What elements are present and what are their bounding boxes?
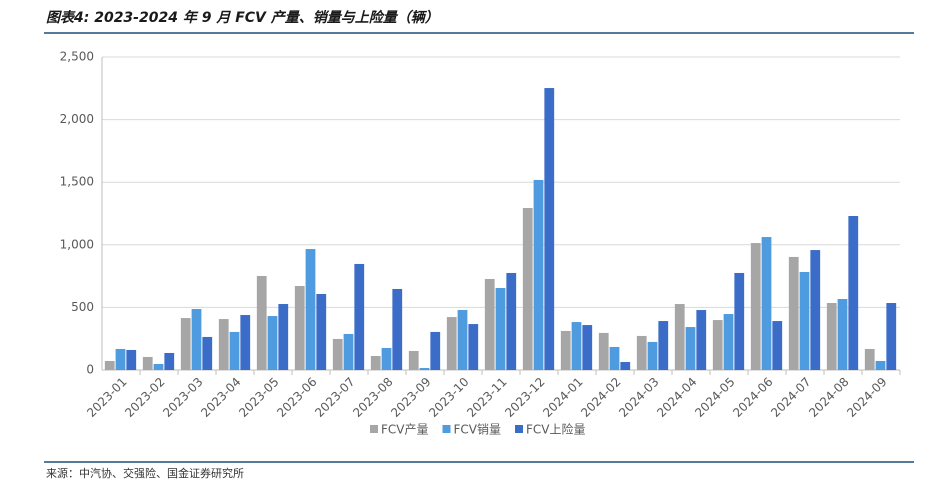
bar [647, 341, 658, 370]
bar [153, 363, 164, 370]
x-tick-label: 2023-05 [236, 375, 281, 420]
x-tick-label: 2023-07 [312, 375, 357, 420]
bar [430, 331, 441, 370]
bar [544, 88, 555, 371]
bar [848, 216, 859, 370]
x-tick-label: 2024-01 [540, 375, 585, 420]
bar [750, 243, 761, 370]
bar [533, 179, 544, 370]
bar [191, 309, 202, 370]
x-tick-label: 2024-03 [616, 375, 661, 420]
legend-swatch [515, 425, 523, 433]
bar [734, 272, 745, 370]
bar [278, 304, 289, 370]
bar [674, 304, 685, 370]
bar [620, 361, 631, 370]
bar [142, 356, 153, 370]
x-tick-label: 2023-11 [464, 375, 509, 420]
x-tick-label: 2023-04 [198, 375, 243, 420]
bar [799, 271, 810, 370]
bar [408, 350, 419, 370]
bar [685, 327, 696, 370]
bar [164, 352, 175, 370]
bar [267, 316, 278, 370]
bar [658, 321, 669, 370]
bar [712, 320, 723, 370]
bar [180, 318, 191, 370]
bar [343, 333, 354, 370]
bar [761, 237, 772, 370]
bar [126, 349, 137, 370]
bar [837, 299, 848, 370]
bar [354, 263, 365, 370]
bar [598, 332, 609, 370]
x-tick-label: 2024-07 [768, 375, 813, 420]
bar [370, 355, 381, 370]
y-tick-label: 1,000 [60, 237, 94, 251]
bar [506, 272, 517, 370]
bar [875, 360, 886, 370]
bar [810, 250, 821, 370]
x-tick-label: 2023-12 [502, 375, 547, 420]
x-tick-label: 2023-10 [426, 375, 471, 420]
bar [419, 367, 430, 370]
x-tick-label: 2024-08 [806, 375, 851, 420]
y-tick-label: 2,000 [60, 112, 94, 126]
bar [305, 249, 316, 370]
bar [560, 330, 571, 370]
x-tick-label: 2023-06 [274, 375, 319, 420]
x-tick-label: 2023-09 [388, 375, 433, 420]
bar [864, 348, 875, 370]
x-tick-label: 2024-02 [578, 375, 623, 420]
bar [582, 325, 593, 370]
legend-swatch [442, 425, 451, 433]
bar [446, 317, 457, 370]
bar [240, 315, 251, 370]
bar [723, 314, 734, 370]
x-tick-label: 2024-06 [730, 375, 775, 420]
bar [256, 275, 267, 370]
bar [218, 319, 229, 370]
bar [229, 331, 240, 370]
bar [609, 346, 620, 370]
chart-title: 图表4: 2023-2024 年 9 月 FCV 产量、销量与上险量（辆） [46, 9, 439, 26]
x-tick-label: 2024-09 [844, 375, 889, 420]
bar [788, 256, 799, 370]
bar [381, 347, 392, 370]
bar [696, 310, 707, 370]
legend-label: FCV产量 [381, 423, 429, 437]
source: 来源：中汽协、交强险、国金证券研究所 [46, 466, 244, 480]
bar [294, 285, 305, 370]
bar [202, 336, 213, 370]
bar [468, 324, 479, 370]
y-tick-label: 0 [86, 363, 94, 377]
y-tick-label: 500 [71, 300, 94, 314]
bar [332, 338, 343, 370]
x-tick-label: 2024-04 [654, 375, 699, 420]
bar [636, 335, 647, 370]
bar [316, 294, 327, 370]
bar [495, 287, 506, 370]
bar [392, 288, 403, 370]
x-tick-label: 2023-03 [160, 375, 205, 420]
bar [457, 310, 468, 370]
bar [772, 321, 783, 370]
y-tick-label: 1,500 [60, 175, 94, 189]
bar [826, 303, 837, 370]
bar [484, 278, 495, 370]
x-tick-label: 2023-01 [84, 375, 129, 420]
bar [115, 348, 126, 370]
legend-label: FCV上险量 [526, 422, 586, 437]
x-tick-label: 2023-08 [350, 375, 395, 420]
y-tick-label: 2,500 [60, 50, 94, 64]
bar [571, 322, 582, 370]
bar [104, 360, 115, 370]
x-tick-label: 2023-02 [122, 375, 167, 420]
bar [886, 303, 897, 370]
legend-label: FCV销量 [454, 423, 502, 437]
bar [522, 207, 533, 370]
legend-swatch [370, 425, 378, 433]
x-tick-label: 2024-05 [692, 375, 737, 420]
